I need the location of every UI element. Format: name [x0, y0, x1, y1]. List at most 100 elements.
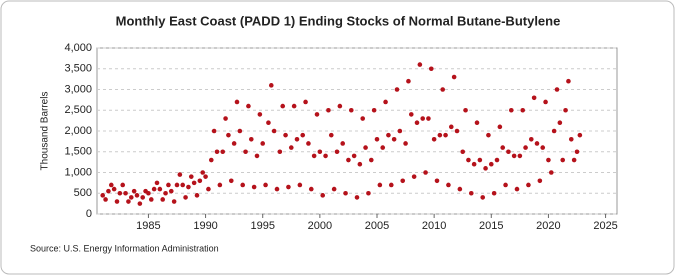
data-point [566, 78, 571, 84]
x-tick-label: 2025 [593, 220, 617, 232]
y-tick-label: 1,000 [64, 166, 92, 178]
data-point [254, 153, 260, 159]
data-point [474, 120, 480, 125]
data-point [211, 128, 217, 134]
data-point [183, 195, 188, 200]
data-point [111, 186, 117, 192]
y-tick-label: 3,000 [64, 83, 92, 95]
data-point [340, 141, 346, 146]
x-tick-label: 2010 [422, 220, 446, 232]
x-tick-label: 2000 [308, 220, 332, 232]
data-point [500, 145, 506, 150]
data-point [126, 199, 131, 204]
data-point [120, 182, 126, 188]
data-point [268, 83, 274, 88]
data-point [546, 157, 551, 163]
data-point [317, 149, 323, 155]
data-point [208, 157, 214, 163]
data-point [303, 99, 308, 105]
data-point [223, 116, 228, 121]
data-point [380, 145, 386, 150]
data-point [320, 193, 326, 198]
data-point [363, 145, 368, 150]
data-point [411, 174, 417, 179]
data-point [371, 107, 377, 113]
data-point [314, 112, 320, 117]
data-point [283, 132, 288, 138]
data-point [491, 190, 497, 196]
x-tick-label: 1995 [250, 220, 274, 232]
data-point [391, 137, 397, 142]
data-point [291, 103, 297, 109]
data-point [497, 124, 503, 130]
data-point [494, 157, 500, 163]
data-point [397, 128, 403, 134]
data-point [280, 103, 286, 109]
data-point [174, 182, 180, 188]
data-point [151, 186, 157, 192]
data-point [443, 132, 448, 138]
data-point [203, 174, 208, 179]
data-point [394, 87, 400, 92]
data-point [114, 199, 120, 204]
data-point [431, 137, 437, 142]
data-point [377, 182, 383, 188]
data-point [240, 182, 246, 188]
data-point [468, 190, 474, 196]
data-point [488, 161, 494, 167]
source: Source: U.S. Energy Information Administ… [30, 243, 219, 253]
data-point [100, 193, 106, 198]
data-point [517, 153, 523, 159]
data-point [128, 195, 134, 200]
y-axis-label: Thousand Barrels [40, 92, 51, 171]
data-point [480, 195, 486, 200]
data-point [354, 195, 360, 200]
data-point [420, 116, 426, 121]
data-point [523, 145, 528, 150]
data-point [263, 182, 268, 188]
data-point [197, 178, 203, 184]
data-point [171, 199, 177, 204]
data-point [551, 128, 557, 134]
data-point [426, 116, 431, 121]
data-point [217, 182, 223, 188]
data-point [166, 182, 171, 188]
data-point [288, 145, 294, 150]
data-point [520, 107, 526, 113]
data-point [466, 157, 471, 163]
data-point [463, 107, 468, 113]
data-point [548, 170, 554, 175]
data-point [300, 132, 306, 138]
data-point [537, 178, 543, 184]
data-point [503, 182, 508, 188]
data-point [540, 145, 546, 150]
data-point [423, 170, 428, 175]
data-point [348, 107, 354, 113]
data-point [157, 186, 163, 192]
data-point [400, 178, 406, 184]
data-point [448, 124, 454, 130]
x-tick-label: 1990 [193, 220, 217, 232]
data-point [368, 157, 374, 163]
data-point [286, 184, 291, 190]
data-point [337, 103, 343, 109]
data-point [200, 170, 206, 175]
data-point [486, 132, 491, 138]
data-point [471, 161, 477, 167]
data-point [406, 78, 411, 84]
data-point [146, 190, 151, 196]
chart-title: Monthly East Coast (PADD 1) Ending Stock… [116, 13, 561, 28]
data-point [446, 182, 451, 188]
data-point [563, 107, 568, 113]
data-point [514, 186, 520, 192]
data-point [274, 186, 280, 192]
data-point [257, 112, 263, 117]
data-point [297, 182, 303, 188]
data-point [168, 188, 174, 194]
data-point [246, 103, 251, 109]
data-point [451, 74, 457, 80]
data-point [483, 166, 488, 171]
data-point [188, 174, 194, 179]
data-point [440, 87, 446, 92]
